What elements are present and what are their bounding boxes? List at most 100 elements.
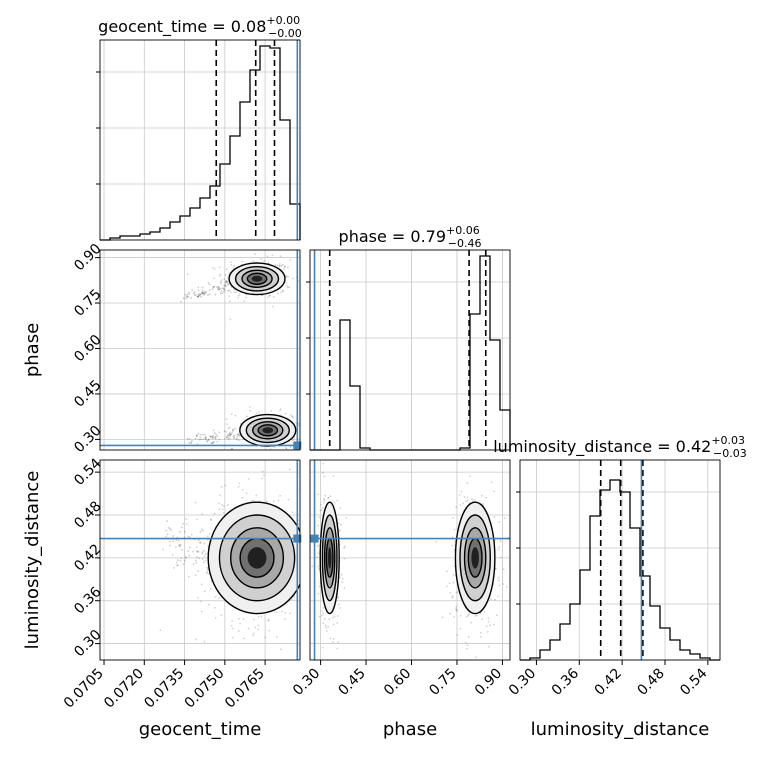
sample-point: [200, 291, 203, 294]
sample-point: [302, 574, 304, 576]
contour-line: [241, 269, 273, 288]
sample-point: [182, 522, 185, 525]
sample-point: [222, 505, 225, 507]
sample-point: [302, 414, 304, 416]
sample-point: [237, 296, 239, 299]
sample-point: [503, 517, 506, 520]
sample-point: [279, 255, 282, 258]
sample-point: [449, 591, 451, 594]
sample-point: [166, 533, 169, 536]
sample-point: [339, 507, 342, 510]
sample-point: [182, 563, 185, 565]
sample-point: [235, 437, 238, 440]
sample-point: [453, 565, 456, 567]
sample-point: [223, 278, 226, 280]
sample-point: [252, 632, 255, 635]
sample-point: [317, 431, 319, 433]
sample-point: [207, 568, 209, 571]
sample-point: [212, 429, 215, 432]
sample-point: [459, 614, 462, 617]
sample-point: [227, 289, 230, 292]
sample-point: [194, 293, 197, 296]
x-tick-label: 0.30: [506, 666, 539, 699]
sample-point: [317, 592, 320, 595]
sample-point: [463, 495, 466, 498]
sample-point: [289, 414, 292, 416]
x-tick-label: 0.0765: [222, 666, 268, 712]
sample-point: [277, 292, 279, 295]
sample-point: [249, 406, 251, 408]
sample-point: [220, 485, 223, 488]
sample-point: [192, 563, 195, 565]
sample-point: [201, 292, 204, 294]
sample-point: [480, 494, 483, 497]
sample-point: [199, 541, 202, 544]
sample-point: [214, 293, 217, 296]
sample-point: [222, 288, 225, 290]
hist-panel-geocent_time: geocent_time = 0.08+0.00 −0.00: [98, 14, 302, 241]
panel-frame: [99, 39, 301, 241]
sample-point: [159, 629, 162, 632]
sample-point: [214, 596, 217, 598]
sample-point: [315, 528, 317, 530]
sample-point: [243, 637, 245, 640]
sample-point: [289, 259, 292, 261]
sample-point: [279, 409, 281, 412]
sample-point: [235, 291, 238, 294]
sample-point: [204, 553, 207, 556]
sample-point: [224, 281, 227, 284]
sample-point: [203, 640, 206, 643]
sample-point: [317, 493, 319, 496]
density-panel-geocent_time-luminosity_distance: [99, 459, 317, 661]
sample-point: [237, 485, 240, 488]
sample-point: [495, 614, 498, 617]
sample-point: [278, 265, 281, 268]
sample-point: [208, 293, 211, 296]
sample-point: [327, 496, 330, 499]
sample-point: [243, 300, 246, 303]
sample-point: [200, 528, 203, 531]
sample-point: [220, 290, 223, 292]
sample-point: [466, 499, 469, 502]
sample-point: [272, 295, 275, 298]
sample-point: [179, 559, 182, 562]
contour-line: [454, 501, 496, 615]
sample-point: [282, 290, 285, 293]
sample-point: [225, 279, 227, 282]
sample-point: [185, 518, 188, 520]
sample-point: [318, 516, 321, 519]
sample-point: [203, 542, 206, 545]
sample-point: [218, 431, 221, 434]
sample-point: [267, 262, 270, 264]
sample-point: [204, 292, 207, 295]
sample-point: [196, 555, 198, 558]
sample-point: [195, 550, 198, 553]
sample-point: [238, 434, 241, 437]
sample-point: [451, 536, 454, 539]
sample-point: [203, 555, 206, 557]
sample-point: [305, 547, 307, 549]
sample-point: [489, 624, 492, 627]
sample-point: [206, 571, 209, 573]
sample-point: [202, 529, 205, 532]
sample-point: [328, 618, 331, 620]
sample-point: [250, 500, 253, 502]
hist-panel-luminosity_distance: luminosity_distance = 0.42+0.03 −0.03: [493, 434, 747, 661]
sample-point: [221, 287, 224, 289]
sample-point: [464, 641, 467, 644]
sample-point: [285, 447, 287, 449]
sample-point: [212, 434, 214, 437]
sample-point: [273, 610, 276, 613]
sample-point: [197, 295, 199, 298]
sample-point: [177, 539, 180, 542]
sample-point: [226, 434, 229, 436]
sample-point: [271, 451, 273, 453]
sample-point: [289, 446, 292, 449]
sample-point: [211, 435, 214, 438]
sample-point: [318, 552, 320, 555]
sample-point: [306, 509, 308, 511]
sample-point: [331, 616, 334, 619]
sample-point: [263, 260, 266, 263]
sample-point: [197, 550, 200, 553]
sample-point: [494, 598, 496, 601]
